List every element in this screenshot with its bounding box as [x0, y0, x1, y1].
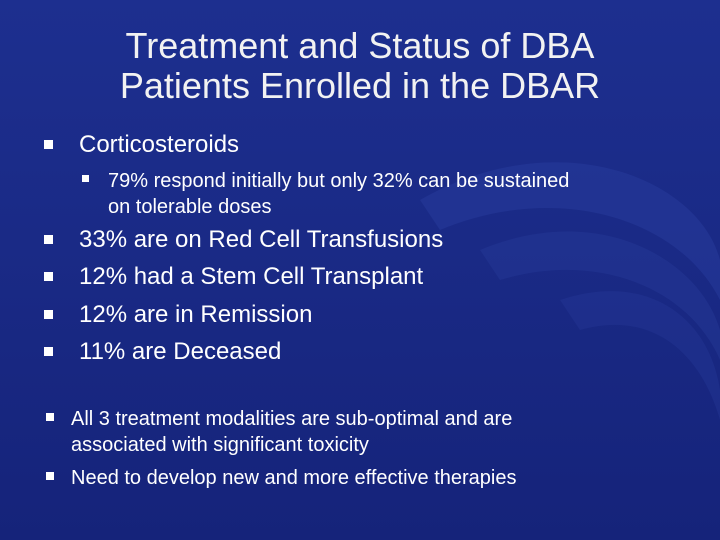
slide-title: Treatment and Status of DBA Patients Enr…: [40, 26, 680, 106]
bullet-square-icon: [44, 347, 53, 356]
title-line-2: Patients Enrolled in the DBAR: [119, 65, 601, 106]
bullet-square-icon: [44, 140, 53, 149]
bullet-square-icon: [44, 235, 53, 244]
bullet-corticosteroids: Corticosteroids: [44, 131, 239, 159]
title-line-1: Treatment and Status of DBA: [125, 25, 595, 66]
bullet-square-icon: [82, 175, 89, 182]
bullet-deceased: 11% are Deceased: [44, 338, 281, 366]
bullet-square-icon: [44, 272, 53, 281]
bullet-transplant: 12% had a Stem Cell Transplant: [44, 263, 423, 291]
sub-bullet-response: 79% respond initially but only 32% can b…: [82, 168, 569, 220]
bullet-new-therapies: Need to develop new and more effective t…: [46, 465, 516, 491]
bullet-square-icon: [46, 413, 54, 421]
bullet-square-icon: [46, 472, 54, 480]
bullet-square-icon: [44, 310, 53, 319]
bullet-transfusions: 33% are on Red Cell Transfusions: [44, 226, 443, 254]
bullet-modalities: All 3 treatment modalities are sub-optim…: [46, 406, 512, 458]
bullet-remission: 12% are in Remission: [44, 301, 312, 329]
